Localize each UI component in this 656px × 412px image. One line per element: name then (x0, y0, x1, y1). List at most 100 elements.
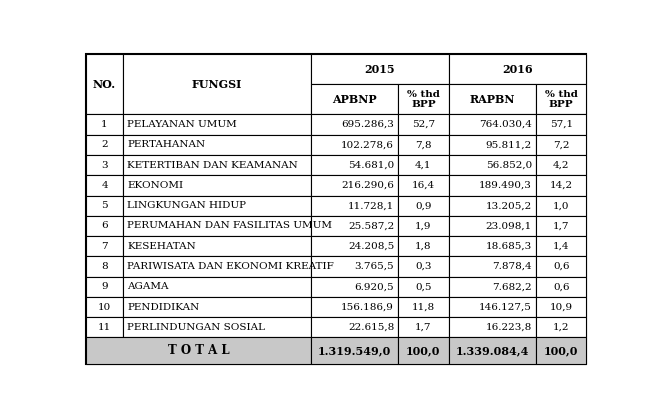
Text: 18.685,3: 18.685,3 (485, 242, 532, 251)
Text: 8: 8 (101, 262, 108, 271)
Bar (86, 54, 123, 115)
Text: 1,0: 1,0 (553, 201, 569, 210)
Text: 1: 1 (101, 120, 108, 129)
Text: 695.286,3: 695.286,3 (341, 120, 394, 129)
Bar (398, 155, 449, 175)
Text: 16.223,8: 16.223,8 (485, 323, 532, 332)
Bar (86, 175, 123, 196)
Bar (86, 196, 123, 216)
Text: PENDIDIKAN: PENDIDIKAN (127, 302, 199, 311)
Text: T O T A L: T O T A L (167, 344, 229, 357)
Bar (123, 175, 311, 196)
Bar (536, 84, 586, 115)
Bar (536, 317, 586, 337)
Text: 56.852,0: 56.852,0 (485, 161, 532, 170)
Bar (86, 297, 123, 317)
Bar (123, 236, 311, 256)
Text: PARIWISATA DAN EKONOMI KREATIF: PARIWISATA DAN EKONOMI KREATIF (127, 262, 334, 271)
Text: 1,2: 1,2 (553, 323, 569, 332)
Text: 0,5: 0,5 (415, 282, 432, 291)
Text: 7.878,4: 7.878,4 (492, 262, 532, 271)
Text: 1,7: 1,7 (415, 323, 432, 332)
Bar (398, 317, 449, 337)
Bar (398, 236, 449, 256)
Text: 11.728,1: 11.728,1 (348, 201, 394, 210)
Text: 100,0: 100,0 (406, 345, 441, 356)
Bar (86, 277, 123, 297)
Text: 3: 3 (101, 161, 108, 170)
Text: 1.339.084,4: 1.339.084,4 (455, 345, 529, 356)
Bar (449, 84, 536, 115)
Text: 4,2: 4,2 (553, 161, 569, 170)
Text: 9: 9 (101, 282, 108, 291)
Bar (311, 175, 398, 196)
Bar (123, 317, 311, 337)
Text: 100,0: 100,0 (544, 345, 579, 356)
Text: 23.098,1: 23.098,1 (485, 222, 532, 230)
Text: FUNGSI: FUNGSI (192, 79, 242, 90)
Bar (398, 277, 449, 297)
Text: 5: 5 (101, 201, 108, 210)
Text: LINGKUNGAN HIDUP: LINGKUNGAN HIDUP (127, 201, 246, 210)
Text: 52,7: 52,7 (412, 120, 435, 129)
Bar (86, 317, 123, 337)
Bar (311, 135, 398, 155)
Bar (123, 196, 311, 216)
Bar (398, 297, 449, 317)
Bar (123, 115, 311, 135)
Bar (398, 337, 449, 363)
Bar (311, 54, 449, 84)
Text: KESEHATAN: KESEHATAN (127, 242, 196, 251)
Bar (398, 216, 449, 236)
Bar (536, 155, 586, 175)
Bar (123, 256, 311, 277)
Text: PELAYANAN UMUM: PELAYANAN UMUM (127, 120, 237, 129)
Text: 146.127,5: 146.127,5 (479, 302, 532, 311)
Bar (123, 277, 311, 297)
Text: % thd
BPP: % thd BPP (407, 90, 440, 109)
Bar (311, 256, 398, 277)
Text: 6: 6 (101, 222, 108, 230)
Bar (536, 115, 586, 135)
Bar (449, 175, 536, 196)
Text: 7,8: 7,8 (415, 140, 432, 150)
Bar (398, 196, 449, 216)
Text: 0,6: 0,6 (553, 282, 569, 291)
Text: 4,1: 4,1 (415, 161, 432, 170)
Text: 24.208,5: 24.208,5 (348, 242, 394, 251)
Bar (536, 135, 586, 155)
Text: KETERTIBAN DAN KEAMANAN: KETERTIBAN DAN KEAMANAN (127, 161, 298, 170)
Bar (311, 155, 398, 175)
Bar (311, 317, 398, 337)
Bar (123, 54, 311, 115)
Text: 7: 7 (101, 242, 108, 251)
Bar (123, 297, 311, 317)
Text: 156.186,9: 156.186,9 (341, 302, 394, 311)
Text: 22.615,8: 22.615,8 (348, 323, 394, 332)
Text: 1.319.549,0: 1.319.549,0 (318, 345, 391, 356)
Text: NO.: NO. (93, 79, 116, 90)
Text: 1,7: 1,7 (553, 222, 569, 230)
Text: 3.765,5: 3.765,5 (354, 262, 394, 271)
Bar (398, 115, 449, 135)
Text: 7.682,2: 7.682,2 (492, 282, 532, 291)
Text: PERUMAHAN DAN FASILITAS UMUM: PERUMAHAN DAN FASILITAS UMUM (127, 222, 332, 230)
Bar (86, 135, 123, 155)
Text: APBNP: APBNP (332, 94, 377, 105)
Bar (311, 277, 398, 297)
Bar (311, 337, 398, 363)
Text: EKONOMI: EKONOMI (127, 181, 183, 190)
Bar (536, 297, 586, 317)
Bar (123, 155, 311, 175)
Text: 4: 4 (101, 181, 108, 190)
Bar (449, 236, 536, 256)
Bar (311, 115, 398, 135)
Bar (536, 256, 586, 277)
Text: 2015: 2015 (364, 64, 395, 75)
Text: 10: 10 (98, 302, 112, 311)
Bar (311, 236, 398, 256)
Bar (86, 337, 311, 363)
Bar (86, 236, 123, 256)
Text: 102.278,6: 102.278,6 (341, 140, 394, 150)
Bar (449, 297, 536, 317)
